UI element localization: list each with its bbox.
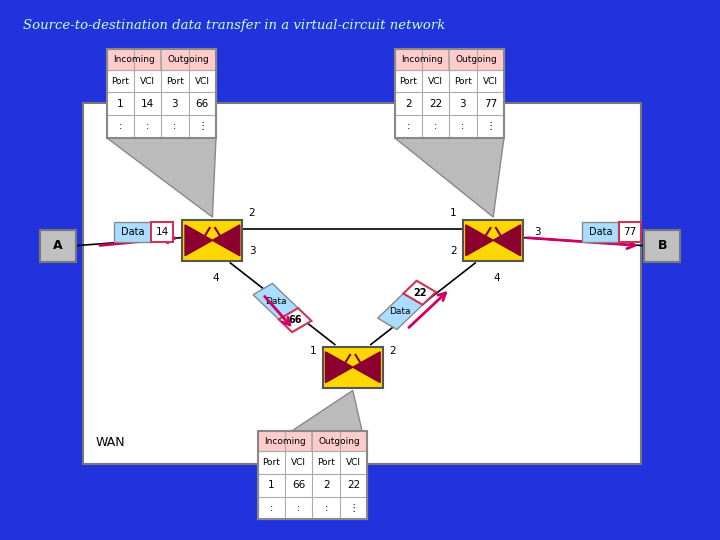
FancyBboxPatch shape bbox=[378, 294, 423, 329]
Text: VCI: VCI bbox=[483, 77, 498, 85]
Text: Data: Data bbox=[589, 227, 612, 237]
Text: 2: 2 bbox=[323, 481, 330, 490]
Text: Port: Port bbox=[112, 77, 129, 85]
Text: 2: 2 bbox=[248, 208, 256, 218]
Text: :: : bbox=[407, 122, 410, 131]
Text: 1: 1 bbox=[117, 99, 124, 109]
FancyBboxPatch shape bbox=[107, 49, 216, 138]
Polygon shape bbox=[493, 225, 521, 255]
Text: 22: 22 bbox=[413, 288, 426, 298]
Text: :: : bbox=[174, 122, 176, 131]
Text: 77: 77 bbox=[624, 227, 636, 237]
Text: Incoming: Incoming bbox=[264, 437, 306, 445]
FancyBboxPatch shape bbox=[395, 49, 504, 138]
Text: VCI: VCI bbox=[428, 77, 443, 85]
Text: Incoming: Incoming bbox=[401, 55, 443, 64]
FancyBboxPatch shape bbox=[258, 431, 367, 519]
Text: 3: 3 bbox=[459, 99, 467, 109]
Text: Data: Data bbox=[390, 307, 411, 316]
Text: Port: Port bbox=[318, 458, 335, 467]
Text: :: : bbox=[325, 503, 328, 513]
Text: A: A bbox=[53, 239, 63, 252]
FancyBboxPatch shape bbox=[463, 220, 523, 261]
FancyBboxPatch shape bbox=[258, 431, 367, 451]
FancyBboxPatch shape bbox=[40, 230, 76, 262]
Text: 2: 2 bbox=[450, 246, 457, 256]
Text: 4: 4 bbox=[493, 273, 500, 283]
Text: Data: Data bbox=[265, 297, 287, 306]
Text: Incoming: Incoming bbox=[113, 55, 155, 64]
Text: 14: 14 bbox=[156, 227, 168, 237]
Text: 77: 77 bbox=[484, 99, 497, 109]
FancyBboxPatch shape bbox=[644, 230, 680, 262]
Polygon shape bbox=[325, 352, 353, 382]
Text: 4: 4 bbox=[212, 273, 220, 283]
FancyBboxPatch shape bbox=[107, 49, 216, 70]
Text: Outgoing: Outgoing bbox=[168, 55, 210, 64]
Text: ⋮: ⋮ bbox=[197, 122, 207, 131]
Text: WAN: WAN bbox=[96, 435, 125, 449]
Text: 3: 3 bbox=[248, 246, 256, 256]
FancyBboxPatch shape bbox=[83, 103, 641, 464]
FancyBboxPatch shape bbox=[182, 220, 243, 261]
Text: Outgoing: Outgoing bbox=[319, 437, 361, 445]
Text: 2: 2 bbox=[389, 346, 396, 356]
Text: Port: Port bbox=[263, 458, 280, 467]
Text: VCI: VCI bbox=[140, 77, 155, 85]
Text: 3: 3 bbox=[171, 99, 179, 109]
Text: 1: 1 bbox=[450, 208, 457, 218]
FancyBboxPatch shape bbox=[619, 222, 641, 242]
Text: B: B bbox=[657, 239, 667, 252]
Text: VCI: VCI bbox=[346, 458, 361, 467]
Text: 66: 66 bbox=[196, 99, 209, 109]
Polygon shape bbox=[258, 390, 367, 454]
FancyBboxPatch shape bbox=[323, 347, 383, 388]
Text: Source-to-destination data transfer in a virtual-circuit network: Source-to-destination data transfer in a… bbox=[23, 19, 445, 32]
Text: :: : bbox=[434, 122, 437, 131]
Text: :: : bbox=[297, 503, 300, 513]
Text: VCI: VCI bbox=[195, 77, 210, 85]
FancyBboxPatch shape bbox=[395, 49, 504, 70]
FancyBboxPatch shape bbox=[151, 222, 173, 242]
FancyBboxPatch shape bbox=[114, 222, 151, 242]
FancyBboxPatch shape bbox=[253, 284, 298, 319]
Text: ⋮: ⋮ bbox=[348, 503, 359, 513]
Text: 14: 14 bbox=[141, 99, 154, 109]
Polygon shape bbox=[212, 225, 240, 255]
Text: Outgoing: Outgoing bbox=[456, 55, 498, 64]
Text: 1: 1 bbox=[310, 346, 317, 356]
Text: 1: 1 bbox=[164, 227, 171, 237]
Polygon shape bbox=[466, 225, 493, 255]
Polygon shape bbox=[185, 225, 212, 255]
Text: Port: Port bbox=[454, 77, 472, 85]
Text: 2: 2 bbox=[405, 99, 412, 109]
Text: :: : bbox=[119, 122, 122, 131]
Text: 22: 22 bbox=[347, 481, 360, 490]
Text: 66: 66 bbox=[288, 315, 302, 325]
Polygon shape bbox=[395, 138, 504, 217]
Text: 66: 66 bbox=[292, 481, 305, 490]
Text: :: : bbox=[146, 122, 149, 131]
FancyBboxPatch shape bbox=[582, 222, 619, 242]
Text: 1: 1 bbox=[268, 481, 275, 490]
FancyBboxPatch shape bbox=[279, 308, 311, 332]
Text: ⋮: ⋮ bbox=[485, 122, 495, 131]
Text: Port: Port bbox=[400, 77, 417, 85]
Text: :: : bbox=[270, 503, 273, 513]
FancyBboxPatch shape bbox=[403, 281, 436, 305]
Text: VCI: VCI bbox=[292, 458, 306, 467]
Polygon shape bbox=[107, 138, 216, 217]
Text: Port: Port bbox=[166, 77, 184, 85]
Text: 3: 3 bbox=[534, 227, 541, 237]
Text: 22: 22 bbox=[429, 99, 442, 109]
Text: Data: Data bbox=[121, 227, 144, 237]
Polygon shape bbox=[353, 352, 380, 382]
Text: :: : bbox=[462, 122, 464, 131]
